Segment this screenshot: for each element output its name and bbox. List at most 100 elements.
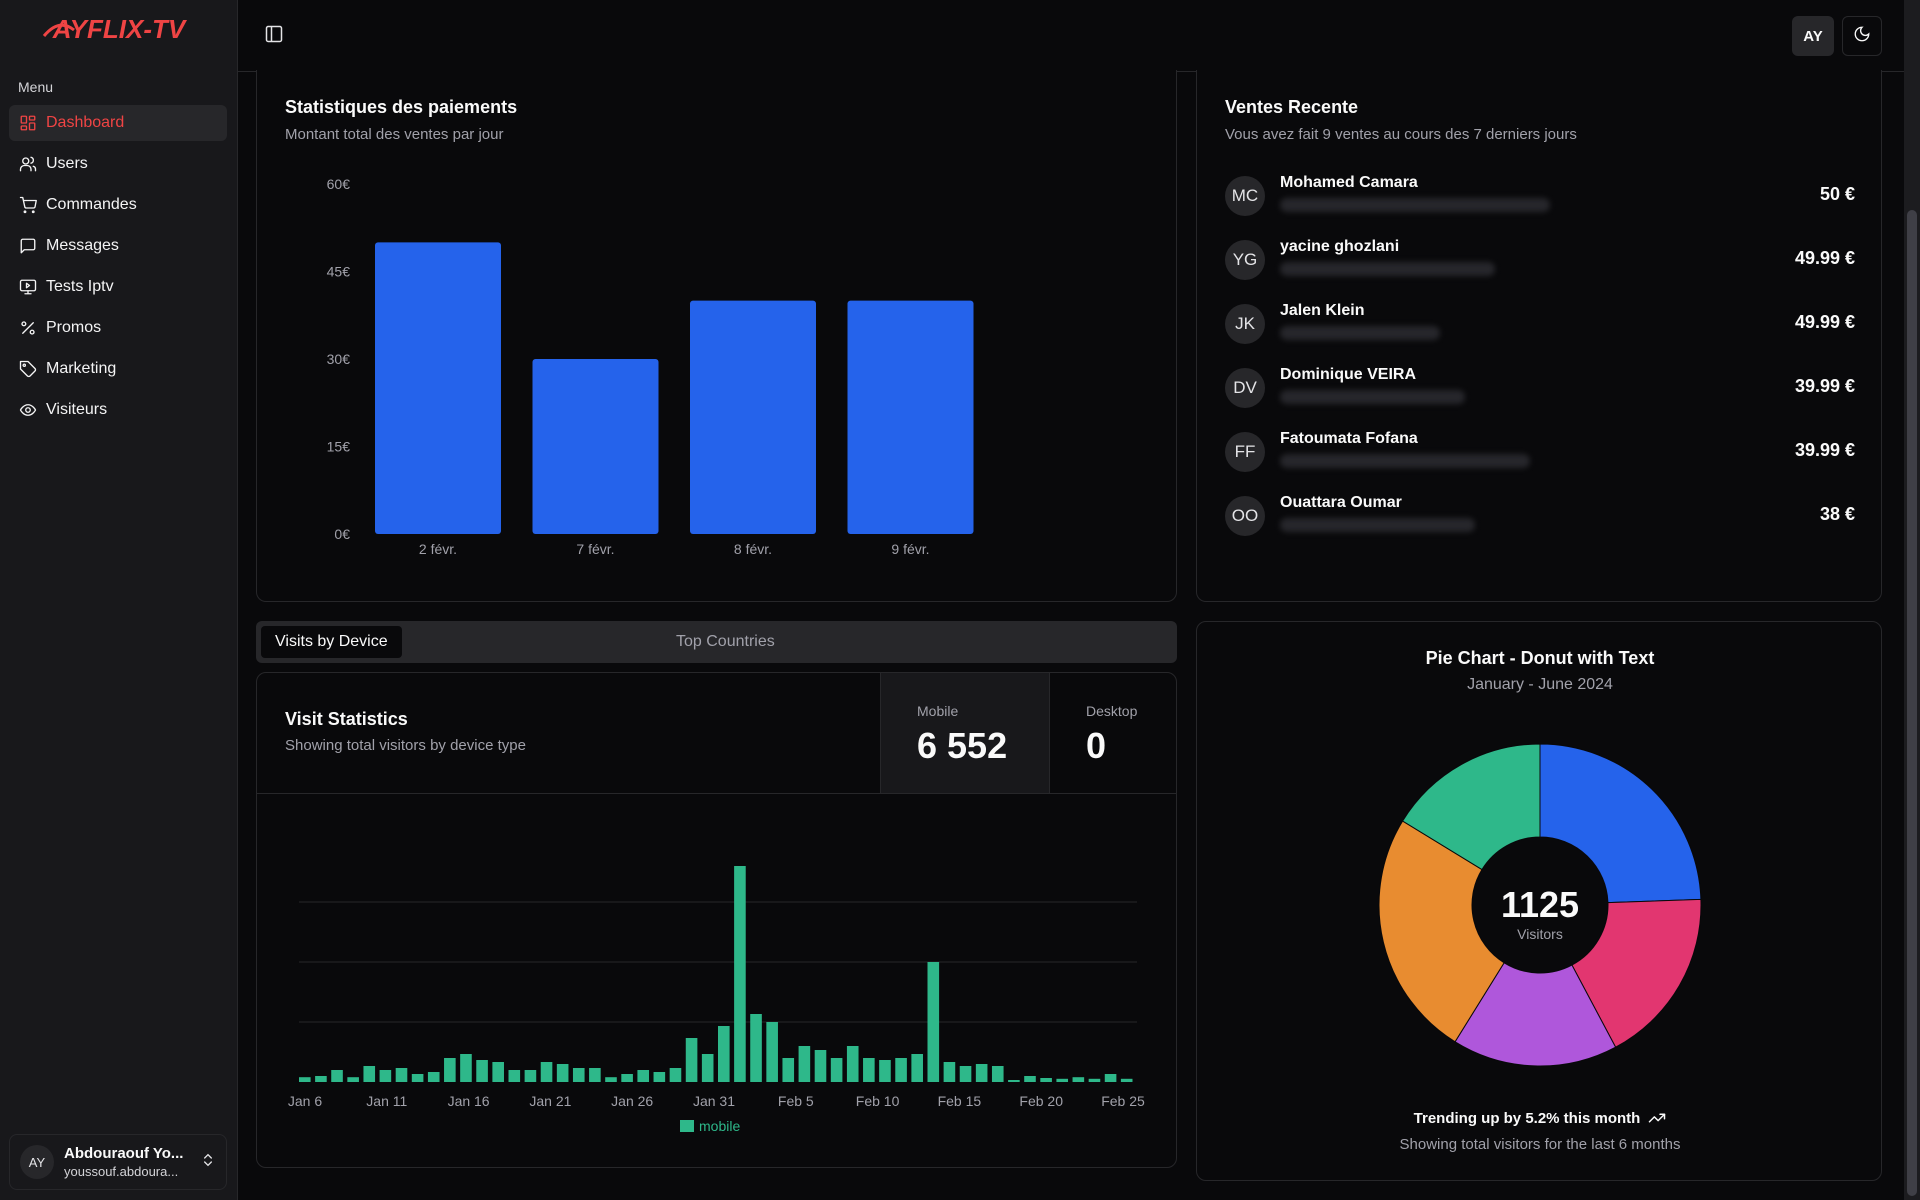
visit-bar[interactable]: [572, 1068, 585, 1082]
visit-bar[interactable]: [1088, 1078, 1101, 1082]
sale-customer-name: Dominique VEIRA: [1280, 366, 1417, 383]
visit-bar[interactable]: [766, 1022, 778, 1082]
desktop-stat-button[interactable]: Desktop 0: [1049, 673, 1176, 793]
visit-bar[interactable]: [653, 1072, 666, 1082]
sale-amount: 49.99 €: [1794, 312, 1855, 332]
visit-bar[interactable]: [895, 1058, 907, 1082]
visit-bar[interactable]: [1056, 1078, 1069, 1082]
sidebar-item-dashboard[interactable]: Dashboard: [9, 105, 227, 141]
message-icon: [19, 237, 37, 255]
visit-bar[interactable]: [1008, 1080, 1020, 1082]
theme-toggle-button[interactable]: [1842, 16, 1882, 56]
visit-bar[interactable]: [621, 1074, 633, 1082]
visit-bar[interactable]: [685, 1038, 698, 1082]
mobile-stat-label: Mobile: [917, 703, 959, 719]
visit-bar[interactable]: [363, 1066, 376, 1082]
x-tick-label: Feb 25: [1101, 1093, 1145, 1109]
sidebar-item-users[interactable]: Users: [9, 146, 227, 182]
visit-bar[interactable]: [1120, 1078, 1133, 1082]
visit-bar[interactable]: [460, 1054, 472, 1082]
y-tick-label: 30€: [327, 351, 351, 367]
sidebar-item-label: Messages: [46, 237, 119, 254]
sale-customer-email-redacted: [1280, 518, 1475, 532]
sidebar-item-promos[interactable]: Promos: [9, 310, 227, 346]
app-logo[interactable]: AYFLIX-TV: [0, 10, 238, 51]
donut-slice[interactable]: [1454, 962, 1617, 1067]
visit-bar[interactable]: [718, 1026, 730, 1082]
visit-bar[interactable]: [427, 1072, 440, 1082]
tab-top-countries[interactable]: Top Countries: [676, 633, 775, 650]
visit-bar[interactable]: [411, 1074, 424, 1082]
profile-avatar-button[interactable]: AY: [1792, 16, 1834, 56]
x-tick-label: Jan 21: [529, 1093, 571, 1109]
visit-bar[interactable]: [299, 1077, 311, 1082]
visit-bar[interactable]: [1024, 1076, 1036, 1082]
visit-bar[interactable]: [863, 1058, 875, 1082]
visit-bar[interactable]: [734, 866, 746, 1082]
visit-bar[interactable]: [540, 1062, 553, 1082]
visit-bar[interactable]: [556, 1064, 569, 1082]
visit-bar[interactable]: [395, 1068, 408, 1082]
sidebar-item-visiteurs[interactable]: Visiteurs: [9, 392, 227, 428]
visit-bar[interactable]: [508, 1070, 521, 1082]
mobile-stat-button[interactable]: Mobile 6 552: [880, 673, 1049, 793]
visit-bar[interactable]: [589, 1068, 601, 1082]
eye-icon: [19, 401, 37, 419]
visit-bar[interactable]: [347, 1077, 359, 1082]
payment-bar[interactable]: [532, 359, 659, 534]
visit-bar[interactable]: [927, 962, 940, 1082]
x-tick-label: Feb 20: [1019, 1093, 1063, 1109]
sidebar-item-tests-iptv[interactable]: Tests Iptv: [9, 269, 227, 305]
donut-slice[interactable]: [1378, 820, 1505, 1043]
avatar: AY: [20, 1145, 54, 1179]
visit-bar[interactable]: [331, 1070, 343, 1082]
sidebar-nav: Dashboard Users Commandes Messages Tests…: [9, 105, 227, 433]
visit-bar[interactable]: [991, 1066, 1004, 1082]
payment-bar[interactable]: [847, 300, 974, 534]
scrollbar-thumb[interactable]: [1907, 210, 1917, 1196]
visit-bar[interactable]: [1040, 1078, 1052, 1082]
visit-bar[interactable]: [1104, 1074, 1117, 1082]
sale-row: FF Fatoumata Fofana 39.99 €: [1225, 430, 1855, 474]
donut-slice[interactable]: [1401, 743, 1541, 871]
visit-bar[interactable]: [911, 1054, 923, 1082]
visit-bar[interactable]: [701, 1054, 714, 1082]
visit-bar[interactable]: [605, 1077, 617, 1082]
visit-bar[interactable]: [846, 1046, 859, 1082]
visit-bar[interactable]: [959, 1066, 972, 1082]
trending-up-icon: [1648, 1109, 1666, 1127]
visit-bar[interactable]: [750, 1014, 762, 1082]
visit-bar[interactable]: [975, 1064, 988, 1082]
visit-bar[interactable]: [637, 1070, 650, 1082]
visit-bar[interactable]: [798, 1046, 811, 1082]
visit-bar[interactable]: [524, 1070, 537, 1082]
payment-bar[interactable]: [690, 300, 816, 534]
donut-slice[interactable]: [1539, 743, 1702, 904]
x-tick-label: Jan 31: [693, 1093, 735, 1109]
visit-bar[interactable]: [444, 1058, 456, 1082]
sidebar-item-messages[interactable]: Messages: [9, 228, 227, 264]
visit-bar[interactable]: [782, 1058, 795, 1082]
visit-bar[interactable]: [476, 1060, 488, 1082]
visit-bar[interactable]: [830, 1058, 843, 1082]
sale-row: YG yacine ghozlani 49.99 €: [1225, 238, 1855, 282]
avatar: MC: [1225, 176, 1265, 216]
payment-bar[interactable]: [375, 242, 501, 535]
visit-bar[interactable]: [492, 1062, 504, 1082]
user-menu-button[interactable]: AY Abdouraouf Yo... youssouf.abdoura...: [9, 1134, 227, 1190]
sidebar-item-commandes[interactable]: Commandes: [9, 187, 227, 223]
page-scrollbar[interactable]: [1904, 0, 1920, 1200]
sidebar-item-marketing[interactable]: Marketing: [9, 351, 227, 387]
visit-bar[interactable]: [669, 1068, 682, 1082]
cart-icon: [19, 196, 37, 214]
visit-bar[interactable]: [379, 1070, 392, 1082]
visit-bar[interactable]: [1072, 1077, 1085, 1082]
sale-customer-name: Ouattara Oumar: [1280, 494, 1402, 511]
tab-visits-by-device[interactable]: Visits by Device: [261, 626, 402, 658]
visit-bar[interactable]: [943, 1062, 956, 1082]
donut-slice[interactable]: [1571, 898, 1702, 1048]
visit-bar[interactable]: [814, 1050, 827, 1082]
visit-bar[interactable]: [315, 1076, 327, 1082]
sidebar-toggle-button[interactable]: [264, 24, 286, 46]
visit-bar[interactable]: [879, 1060, 891, 1082]
